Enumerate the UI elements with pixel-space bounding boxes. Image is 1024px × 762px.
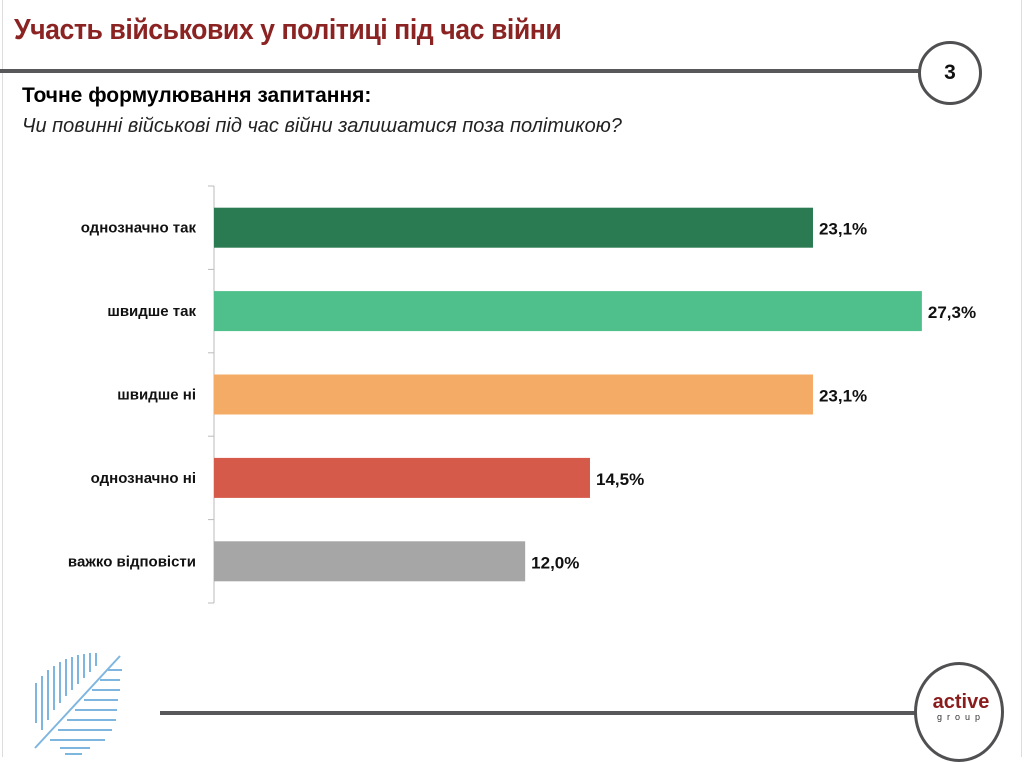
category-label: швидше так (107, 303, 196, 320)
bar (214, 207, 813, 248)
data-label: 14,5% (596, 470, 644, 489)
bar (214, 291, 922, 332)
bar (214, 541, 526, 582)
logo-text: active group (926, 692, 996, 722)
footer-divider (160, 711, 920, 715)
question-heading: Точне формулювання запитання: (22, 84, 372, 107)
leaf-logo-icon (34, 653, 122, 755)
page-number-badge: 3 (918, 41, 982, 105)
data-label: 23,1% (819, 220, 867, 239)
data-label: 23,1% (819, 387, 867, 406)
category-label: однозначно так (81, 220, 197, 237)
data-label: 12,0% (531, 553, 579, 572)
logo-group: group (936, 712, 986, 722)
header-divider (0, 69, 925, 73)
category-label: однозначно ні (91, 470, 196, 487)
page-number: 3 (944, 61, 956, 84)
slide-title: Участь військових у політиці під час вій… (14, 14, 562, 46)
logo-active: active (932, 691, 990, 713)
bar (214, 457, 590, 498)
question-text: Чи повинні військові під час війни залиш… (22, 115, 622, 137)
category-label: швидше ні (117, 387, 196, 404)
bar-chart: однозначно так 23,1% швидше так 27,3% швидше… (68, 185, 976, 604)
data-label: 27,3% (928, 303, 976, 322)
category-label: важко відповісти (68, 553, 196, 570)
bar (214, 374, 813, 415)
